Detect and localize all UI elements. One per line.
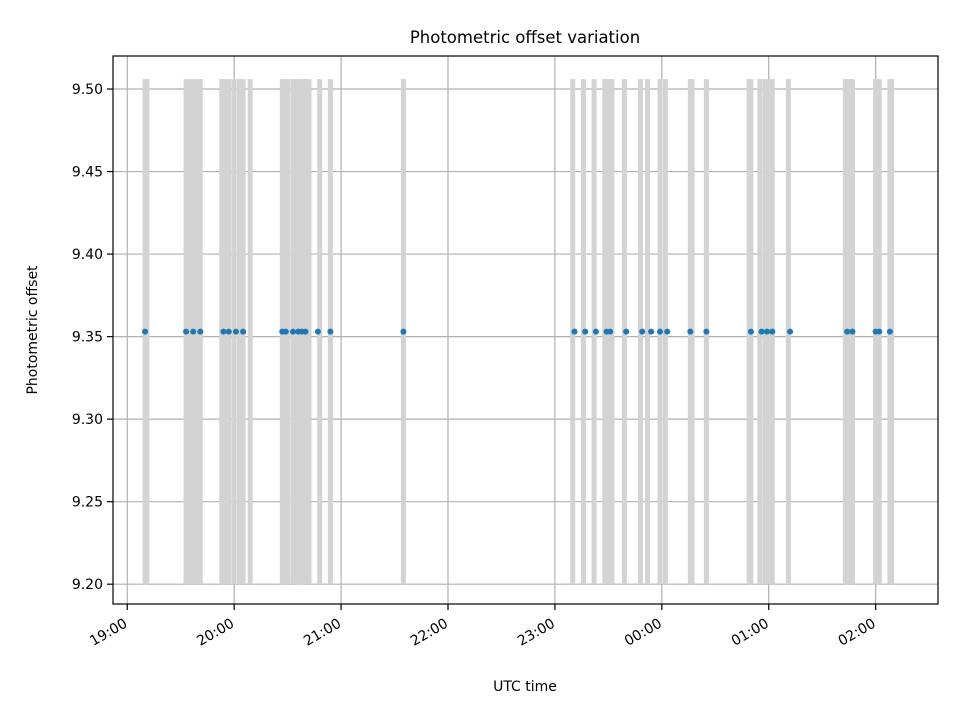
- data-point: [787, 328, 794, 335]
- x-tick-label: 19:00: [87, 616, 130, 650]
- data-point: [142, 328, 149, 335]
- data-point: [687, 328, 694, 335]
- exposure-band: [194, 79, 200, 585]
- data-point: [623, 328, 630, 335]
- x-tick-label: 22:00: [408, 616, 451, 650]
- data-point: [607, 328, 614, 335]
- data-point: [582, 328, 589, 335]
- data-point: [240, 328, 247, 335]
- data-point: [400, 328, 407, 335]
- y-tick-label: 9.40: [72, 247, 103, 263]
- data-point: [747, 328, 754, 335]
- exposure-band: [187, 79, 193, 585]
- x-tick-label: 21:00: [301, 616, 344, 650]
- x-tick-label: 01:00: [729, 616, 772, 650]
- data-point: [220, 328, 227, 335]
- data-point: [232, 328, 239, 335]
- y-axis-label: Photometric offset: [25, 265, 41, 395]
- data-point: [763, 328, 770, 335]
- x-tick-label: 20:00: [194, 616, 237, 650]
- data-point: [657, 328, 664, 335]
- y-tick-label: 9.30: [72, 412, 103, 428]
- data-point: [327, 328, 334, 335]
- y-axis-ticks: 9.20 9.25 9.30 9.35 9.40 9.45 9.50: [72, 82, 113, 593]
- data-point: [769, 328, 776, 335]
- data-point: [571, 328, 578, 335]
- exposure-bands: [142, 79, 895, 585]
- exposure-band: [237, 79, 243, 585]
- y-tick-label: 9.25: [72, 495, 103, 511]
- data-point: [190, 328, 197, 335]
- x-tick-label: 23:00: [515, 616, 558, 650]
- x-tick-label: 02:00: [836, 616, 879, 650]
- y-tick-label: 9.50: [72, 82, 103, 98]
- exposure-band: [247, 79, 253, 585]
- data-point: [289, 328, 296, 335]
- y-tick-label: 9.35: [72, 330, 103, 346]
- data-point: [703, 328, 710, 335]
- data-point: [314, 328, 321, 335]
- plot-frame: [112, 55, 939, 605]
- data-point: [849, 328, 856, 335]
- data-point: [758, 328, 765, 335]
- data-point: [664, 328, 671, 335]
- data-point: [648, 328, 655, 335]
- x-axis-label: UTC time: [493, 679, 557, 695]
- data-point: [225, 328, 232, 335]
- data-point: [844, 328, 851, 335]
- x-tick-label: 00:00: [622, 616, 665, 650]
- data-point: [639, 328, 646, 335]
- data-points: [142, 328, 893, 335]
- exposure-band: [306, 79, 312, 585]
- chart-title: Photometric offset variation: [410, 28, 640, 47]
- data-point: [302, 328, 309, 335]
- data-point: [197, 328, 204, 335]
- exposure-band: [645, 79, 651, 585]
- x-axis-ticks: 19:00 20:00 21:00 22:00 23:00 00:00 01:00 02:00: [87, 604, 879, 650]
- y-tick-label: 9.45: [72, 165, 103, 181]
- data-point: [183, 328, 190, 335]
- data-point: [592, 328, 599, 335]
- data-point: [282, 328, 289, 335]
- y-tick-label: 9.20: [72, 577, 103, 593]
- data-point: [876, 328, 883, 335]
- data-point: [886, 328, 893, 335]
